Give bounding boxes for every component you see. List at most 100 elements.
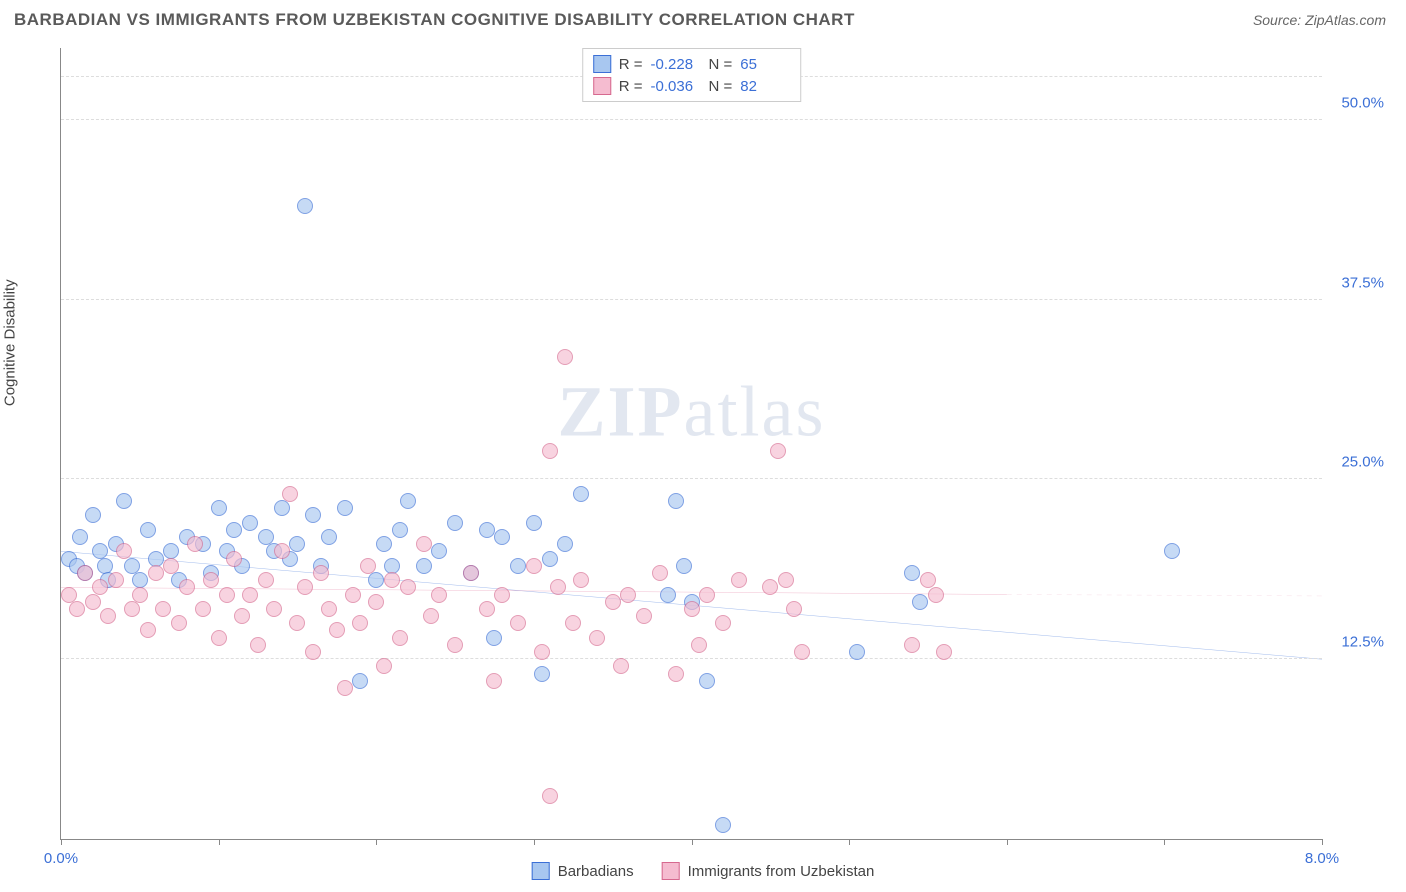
scatter-point-series-1 bbox=[234, 608, 250, 624]
y-tick-label: 37.5% bbox=[1341, 274, 1384, 291]
scatter-point-series-0 bbox=[534, 666, 550, 682]
scatter-point-series-1 bbox=[691, 637, 707, 653]
stat-label-n: N = bbox=[709, 56, 733, 73]
scatter-point-series-0 bbox=[72, 529, 88, 545]
scatter-point-series-0 bbox=[668, 493, 684, 509]
scatter-point-series-0 bbox=[431, 543, 447, 559]
scatter-point-series-1 bbox=[140, 622, 156, 638]
scatter-point-series-1 bbox=[542, 788, 558, 804]
scatter-point-series-1 bbox=[124, 601, 140, 617]
scatter-point-series-1 bbox=[534, 644, 550, 660]
scatter-point-series-0 bbox=[416, 558, 432, 574]
legend-item: Barbadians bbox=[532, 862, 634, 880]
scatter-point-series-0 bbox=[699, 673, 715, 689]
chart-container: Cognitive Disability ZIPatlas R = -0.228… bbox=[14, 40, 1392, 882]
scatter-point-series-1 bbox=[936, 644, 952, 660]
scatter-point-series-0 bbox=[116, 493, 132, 509]
scatter-point-series-0 bbox=[904, 565, 920, 581]
scatter-point-series-1 bbox=[171, 615, 187, 631]
scatter-point-series-1 bbox=[762, 579, 778, 595]
scatter-point-series-1 bbox=[376, 658, 392, 674]
chart-header: BARBADIAN VS IMMIGRANTS FROM UZBEKISTAN … bbox=[0, 0, 1406, 36]
gridline bbox=[61, 658, 1322, 659]
y-axis-label: Cognitive Disability bbox=[2, 279, 19, 406]
scatter-point-series-0 bbox=[140, 522, 156, 538]
scatter-point-series-0 bbox=[1164, 543, 1180, 559]
x-tick bbox=[219, 839, 220, 845]
scatter-point-series-1 bbox=[510, 615, 526, 631]
stat-r-value: -0.036 bbox=[651, 78, 701, 95]
scatter-point-series-0 bbox=[97, 558, 113, 574]
chart-title: BARBADIAN VS IMMIGRANTS FROM UZBEKISTAN … bbox=[14, 10, 855, 30]
scatter-point-series-1 bbox=[431, 587, 447, 603]
scatter-point-series-1 bbox=[226, 551, 242, 567]
scatter-point-series-0 bbox=[510, 558, 526, 574]
scatter-point-series-0 bbox=[494, 529, 510, 545]
x-tick bbox=[61, 839, 62, 845]
scatter-point-series-0 bbox=[715, 817, 731, 833]
trend-line bbox=[61, 587, 1007, 594]
scatter-point-series-1 bbox=[613, 658, 629, 674]
scatter-point-series-0 bbox=[392, 522, 408, 538]
scatter-point-series-1 bbox=[155, 601, 171, 617]
scatter-point-series-0 bbox=[337, 500, 353, 516]
x-tick bbox=[1164, 839, 1165, 845]
scatter-point-series-1 bbox=[203, 572, 219, 588]
scatter-point-series-1 bbox=[116, 543, 132, 559]
scatter-point-series-1 bbox=[337, 680, 353, 696]
scatter-point-series-1 bbox=[360, 558, 376, 574]
stat-label-r: R = bbox=[619, 56, 643, 73]
scatter-point-series-0 bbox=[447, 515, 463, 531]
scatter-point-series-1 bbox=[195, 601, 211, 617]
scatter-point-series-1 bbox=[400, 579, 416, 595]
scatter-point-series-1 bbox=[786, 601, 802, 617]
scatter-point-series-0 bbox=[226, 522, 242, 538]
x-tick-label: 8.0% bbox=[1305, 850, 1339, 867]
legend-label: Barbadians bbox=[558, 863, 634, 880]
scatter-point-series-1 bbox=[605, 594, 621, 610]
scatter-point-series-1 bbox=[384, 572, 400, 588]
scatter-point-series-1 bbox=[211, 630, 227, 646]
scatter-point-series-1 bbox=[684, 601, 700, 617]
scatter-point-series-1 bbox=[132, 587, 148, 603]
stat-n-value: 65 bbox=[740, 56, 790, 73]
gridline bbox=[61, 478, 1322, 479]
x-tick bbox=[534, 839, 535, 845]
scatter-point-series-1 bbox=[258, 572, 274, 588]
scatter-point-series-1 bbox=[274, 543, 290, 559]
scatter-point-series-0 bbox=[297, 198, 313, 214]
stat-r-value: -0.228 bbox=[651, 56, 701, 73]
scatter-point-series-0 bbox=[85, 507, 101, 523]
scatter-point-series-1 bbox=[69, 601, 85, 617]
scatter-point-series-1 bbox=[770, 443, 786, 459]
scatter-point-series-1 bbox=[494, 587, 510, 603]
scatter-point-series-1 bbox=[486, 673, 502, 689]
scatter-point-series-1 bbox=[289, 615, 305, 631]
scatter-point-series-1 bbox=[668, 666, 684, 682]
scatter-point-series-1 bbox=[148, 565, 164, 581]
scatter-point-series-1 bbox=[313, 565, 329, 581]
scatter-point-series-0 bbox=[352, 673, 368, 689]
scatter-point-series-1 bbox=[652, 565, 668, 581]
stat-n-value: 82 bbox=[740, 78, 790, 95]
scatter-point-series-0 bbox=[305, 507, 321, 523]
stat-label-n: N = bbox=[709, 78, 733, 95]
legend-swatch-series-0 bbox=[593, 55, 611, 73]
correlation-legend-row: R = -0.228 N = 65 bbox=[593, 53, 791, 75]
scatter-point-series-0 bbox=[368, 572, 384, 588]
scatter-point-series-0 bbox=[211, 500, 227, 516]
scatter-point-series-1 bbox=[904, 637, 920, 653]
legend-item: Immigrants from Uzbekistan bbox=[662, 862, 875, 880]
scatter-point-series-1 bbox=[794, 644, 810, 660]
scatter-point-series-1 bbox=[250, 637, 266, 653]
scatter-point-series-1 bbox=[266, 601, 282, 617]
scatter-point-series-1 bbox=[163, 558, 179, 574]
y-tick-label: 12.5% bbox=[1341, 634, 1384, 651]
scatter-point-series-1 bbox=[526, 558, 542, 574]
scatter-point-series-1 bbox=[715, 615, 731, 631]
x-tick bbox=[1322, 839, 1323, 845]
scatter-point-series-0 bbox=[321, 529, 337, 545]
scatter-point-series-1 bbox=[368, 594, 384, 610]
scatter-point-series-0 bbox=[400, 493, 416, 509]
scatter-point-series-1 bbox=[305, 644, 321, 660]
